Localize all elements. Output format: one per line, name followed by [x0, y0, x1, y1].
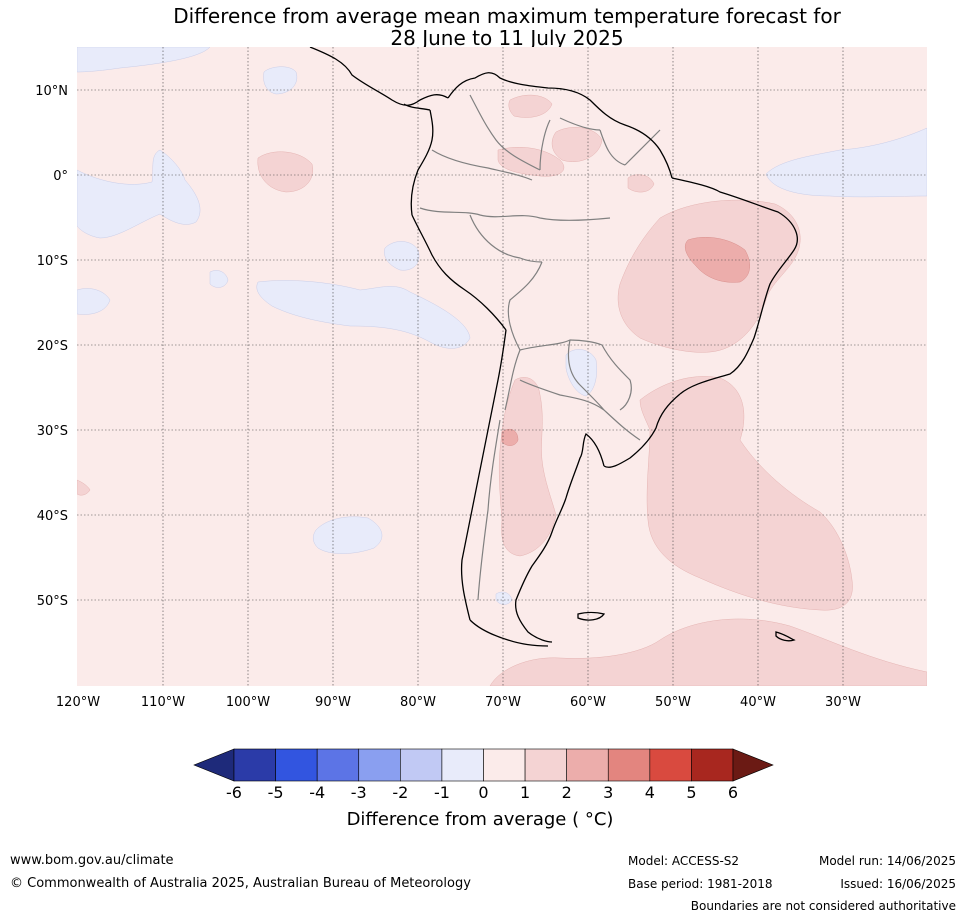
footer-model-run: Model run: 14/06/2025 [818, 854, 956, 868]
lat-label: 50°S [37, 594, 68, 609]
map-gridlines [77, 47, 927, 686]
lon-label: 60°W [570, 695, 606, 710]
cool-area-galapagos-small [263, 66, 298, 95]
colorbar-extend-high [732, 748, 774, 782]
colorbar-tick-label: 4 [645, 783, 655, 802]
map-title: Difference from average mean maximum tem… [77, 5, 937, 49]
map-panel [77, 47, 927, 686]
coastline-peru [411, 214, 507, 331]
colorbar-tick-label: -5 [268, 783, 284, 802]
colorbar-segment [607, 748, 651, 782]
colorbar-segment [566, 748, 609, 782]
colorbar-tick-label: 3 [603, 783, 613, 802]
colorbar-tick-label: 6 [728, 783, 738, 802]
footer-issued: Issued: 16/06/2025 [840, 877, 956, 891]
coastline-central-america [309, 47, 449, 106]
colorbar-tick-label: 0 [478, 783, 488, 802]
cool-area-peru-offshore [256, 280, 471, 349]
cool-anomaly-areas [77, 47, 927, 686]
coastline-ecuador-colombia [410, 109, 434, 216]
lat-label: 0° [53, 169, 68, 184]
warm-area-argentina [498, 377, 557, 557]
colorbar-tick-label: -6 [226, 783, 242, 802]
footer-base-period: Base period: 1981-2018 [628, 877, 773, 891]
colorbar-tick-label: -3 [351, 783, 367, 802]
colorbar-segment [691, 748, 734, 782]
coastline-caribbean-north [447, 72, 673, 179]
warm-area-amapa [627, 174, 655, 193]
warm-area-west-edge [77, 479, 91, 496]
coastline-rio-de-la-plata [565, 433, 605, 499]
strong-warm-area-andes [501, 429, 519, 446]
country-borders [419, 94, 661, 601]
colorbar-segment [524, 748, 567, 782]
colorbar-tick-label: 1 [520, 783, 530, 802]
strong-warm-area-brazil [685, 237, 750, 283]
cool-area-pantanal [565, 349, 597, 397]
lon-label: 80°W [400, 695, 436, 710]
warm-area-guyana-highlands [551, 127, 603, 162]
colorbar-tick-label: -1 [434, 783, 450, 802]
cool-area-atlantic-equatorial [765, 127, 927, 198]
south-georgia [775, 631, 796, 642]
lat-label: 20°S [37, 339, 68, 354]
lat-label: 10°N [35, 84, 68, 99]
lon-label: 90°W [315, 695, 351, 710]
colorbar-segment [316, 748, 360, 782]
colorbar-extend-low [193, 748, 235, 782]
colorbar-tick-label: 5 [686, 783, 696, 802]
colorbar-segment [275, 748, 318, 782]
colorbar-segment [233, 748, 276, 782]
colorbar: -6 -5 -4 -3 -2 -1 0 1 2 3 4 5 6 [193, 748, 774, 802]
lon-label: 110°W [141, 695, 185, 710]
coastline-brazil-north [671, 177, 798, 395]
lat-label: 40°S [37, 509, 68, 524]
colorbar-tick-label: -4 [309, 783, 325, 802]
longitude-axis: 120°W 110°W 100°W 90°W 80°W 70°W 60°W 50… [56, 695, 861, 710]
falklands [577, 611, 606, 621]
lon-label: 50°W [655, 695, 691, 710]
warm-area-south-ocean [489, 618, 927, 686]
colorbar-segment [649, 748, 692, 782]
lon-label: 100°W [226, 695, 270, 710]
warm-area-south-atlantic [639, 376, 853, 611]
colorbar-tick-label: 2 [562, 783, 572, 802]
colorbar-tick-label: -2 [392, 783, 408, 802]
footer-url: www.bom.gov.au/climate [10, 853, 174, 868]
cool-area-pacific-north [77, 47, 211, 73]
lon-label: 120°W [56, 695, 100, 710]
cool-area-peru-coast [384, 241, 420, 271]
warm-area-pacific-galapagos [257, 151, 314, 193]
title-line-1: Difference from average mean maximum tem… [173, 4, 841, 28]
footer-copyright: © Commonwealth of Australia 2025, Austra… [10, 876, 471, 891]
strong-warm-anomaly-areas [501, 237, 750, 446]
lon-label: 40°W [740, 695, 776, 710]
lon-label: 70°W [485, 695, 521, 710]
lon-label: 30°W [825, 695, 861, 710]
cool-area-galapagos-shelf [77, 149, 201, 239]
coastline-chile [460, 329, 507, 621]
cool-area-pacific-south [313, 516, 383, 554]
latitude-axis: 10°N 0° 10°S 20°S 30°S 40°S 50°S [35, 84, 68, 609]
colorbar-label: Difference from average ( °C) [346, 809, 614, 830]
coastline [309, 47, 798, 647]
cool-area-west-edge [77, 288, 111, 315]
coastline-argentina-atlantic [514, 497, 567, 643]
colorbar-segment [358, 748, 401, 782]
footer-disclaimer: Boundaries are not considered authoritat… [690, 899, 956, 913]
warm-area-guianas [497, 147, 565, 177]
lat-label: 30°S [37, 424, 68, 439]
title-line-2: 28 June to 11 July 2025 [390, 26, 624, 50]
colorbar-segment [483, 748, 526, 782]
lat-label: 10°S [37, 254, 68, 269]
coastline-panama [403, 103, 431, 111]
colorbar-segment [441, 748, 484, 782]
coastline-brazil-south [603, 393, 681, 468]
colorbar-segment [400, 748, 443, 782]
footer-model: Model: ACCESS-S2 [628, 854, 740, 868]
warm-area-venezuela [508, 94, 553, 118]
coastline-tierra-del-fuego [469, 619, 549, 647]
cool-area-small-1 [209, 270, 229, 288]
